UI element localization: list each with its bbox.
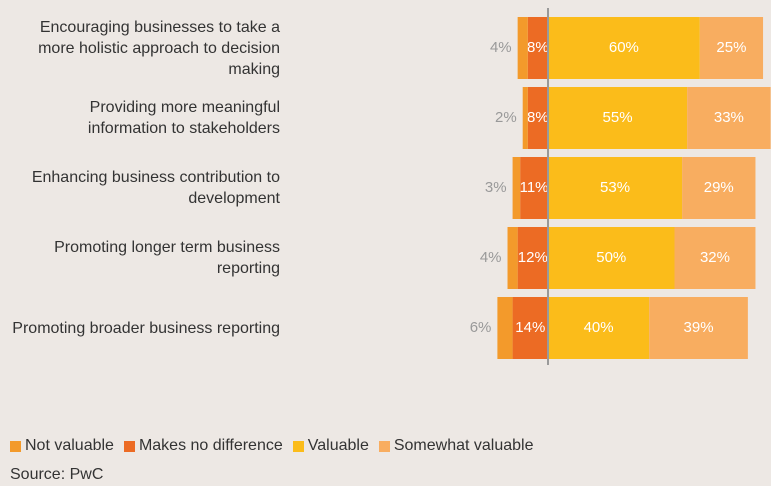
value-label: 6%	[470, 319, 492, 336]
legend-label: Makes no difference	[138, 437, 283, 454]
legend: Not valuable Makes no difference Valuable S…	[10, 437, 537, 455]
bar-segment	[517, 227, 548, 289]
legend-swatch	[292, 440, 304, 452]
bar-segment	[548, 157, 683, 219]
bar-segment	[548, 227, 675, 289]
legend-swatch	[10, 440, 21, 452]
legend-swatch	[378, 440, 390, 452]
legend-item: Not valuable	[10, 437, 114, 455]
value-label: 3%	[485, 179, 507, 196]
value-label: 25%	[716, 39, 746, 56]
legend-item: Valuable	[292, 437, 369, 455]
value-label: 39%	[684, 319, 714, 336]
category-label: Promoting longer term business reporting	[54, 239, 280, 277]
bar-segment	[522, 87, 528, 149]
legend-label: Somewhat valuable	[393, 437, 534, 454]
bar-segment	[548, 87, 688, 149]
value-label: 40%	[584, 319, 614, 336]
category-label: Enhancing business contribution to devel…	[31, 169, 280, 207]
bar-segment	[512, 297, 548, 359]
legend-label: Valuable	[307, 437, 369, 454]
bar-segment	[548, 17, 700, 79]
value-label: 12%	[518, 249, 548, 266]
bar-segment	[687, 87, 771, 149]
value-label: 60%	[609, 39, 639, 56]
value-label: 53%	[600, 179, 630, 196]
legend-label: Not valuable	[25, 437, 114, 454]
value-label: 32%	[700, 249, 730, 266]
value-label: 50%	[596, 249, 626, 266]
value-label: 14%	[515, 319, 545, 336]
value-label: 8%	[527, 39, 549, 56]
value-label: 33%	[714, 109, 744, 126]
bar-segment	[527, 17, 548, 79]
source: Source: PwC	[10, 466, 104, 483]
value-label: 55%	[603, 109, 633, 126]
bar-segment	[512, 157, 521, 219]
bar-segment	[497, 297, 513, 359]
category-label: Providing more meaningful information to…	[87, 99, 280, 137]
value-label: 4%	[490, 39, 512, 56]
bar-segment	[699, 17, 764, 79]
value-label: 29%	[704, 179, 734, 196]
value-label: 11%	[520, 179, 549, 196]
bar-segment	[674, 227, 756, 289]
legend-item: Makes no difference	[123, 437, 283, 455]
value-label: 8%	[527, 109, 549, 126]
plot: 8% 4% 60% 25% 8% 2% 55% 33% 11% 3% 53% 29% 12% 4% 50% 3…	[470, 8, 771, 365]
legend-item: Somewhat valuable	[378, 437, 534, 455]
bar-segment	[520, 157, 548, 219]
legend-swatch	[123, 440, 135, 452]
bar-segment	[649, 297, 748, 359]
bar-segment	[682, 157, 756, 219]
bar-segment	[507, 227, 518, 289]
value-label: 2%	[495, 109, 517, 126]
bar-segment	[517, 17, 528, 79]
category-label: Promoting broader business reporting	[12, 319, 280, 337]
category-label: Encouraging businesses to take a more ho…	[38, 18, 280, 78]
bar-segment	[527, 87, 548, 149]
value-label: 4%	[480, 249, 502, 266]
bar-segment	[548, 297, 650, 359]
